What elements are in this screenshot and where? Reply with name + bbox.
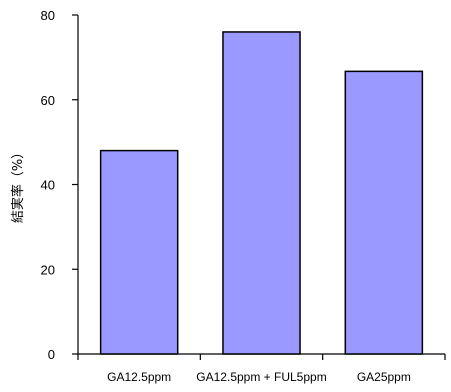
category-label: GA12.5ppm + FUL5ppm	[196, 370, 326, 384]
y-axis-title: 結実率（%）	[10, 146, 26, 223]
y-tick-label: 0	[48, 347, 55, 362]
bars-group	[99, 31, 424, 355]
y-axis: 0 20 40 60 80	[41, 8, 79, 362]
y-tick-label: 20	[41, 262, 55, 277]
category-labels: GA12.5ppm GA12.5ppm + FUL5ppm GA25ppm	[107, 370, 411, 384]
y-tick-label: 40	[41, 178, 55, 193]
bar-2	[222, 31, 301, 355]
category-label: GA25ppm	[357, 370, 411, 384]
y-tick-label: 80	[41, 8, 55, 23]
category-label: GA12.5ppm	[107, 370, 171, 384]
y-tick-label: 60	[41, 93, 55, 108]
bar-3	[344, 70, 424, 355]
bar-1	[99, 149, 179, 355]
x-axis	[77, 353, 446, 360]
